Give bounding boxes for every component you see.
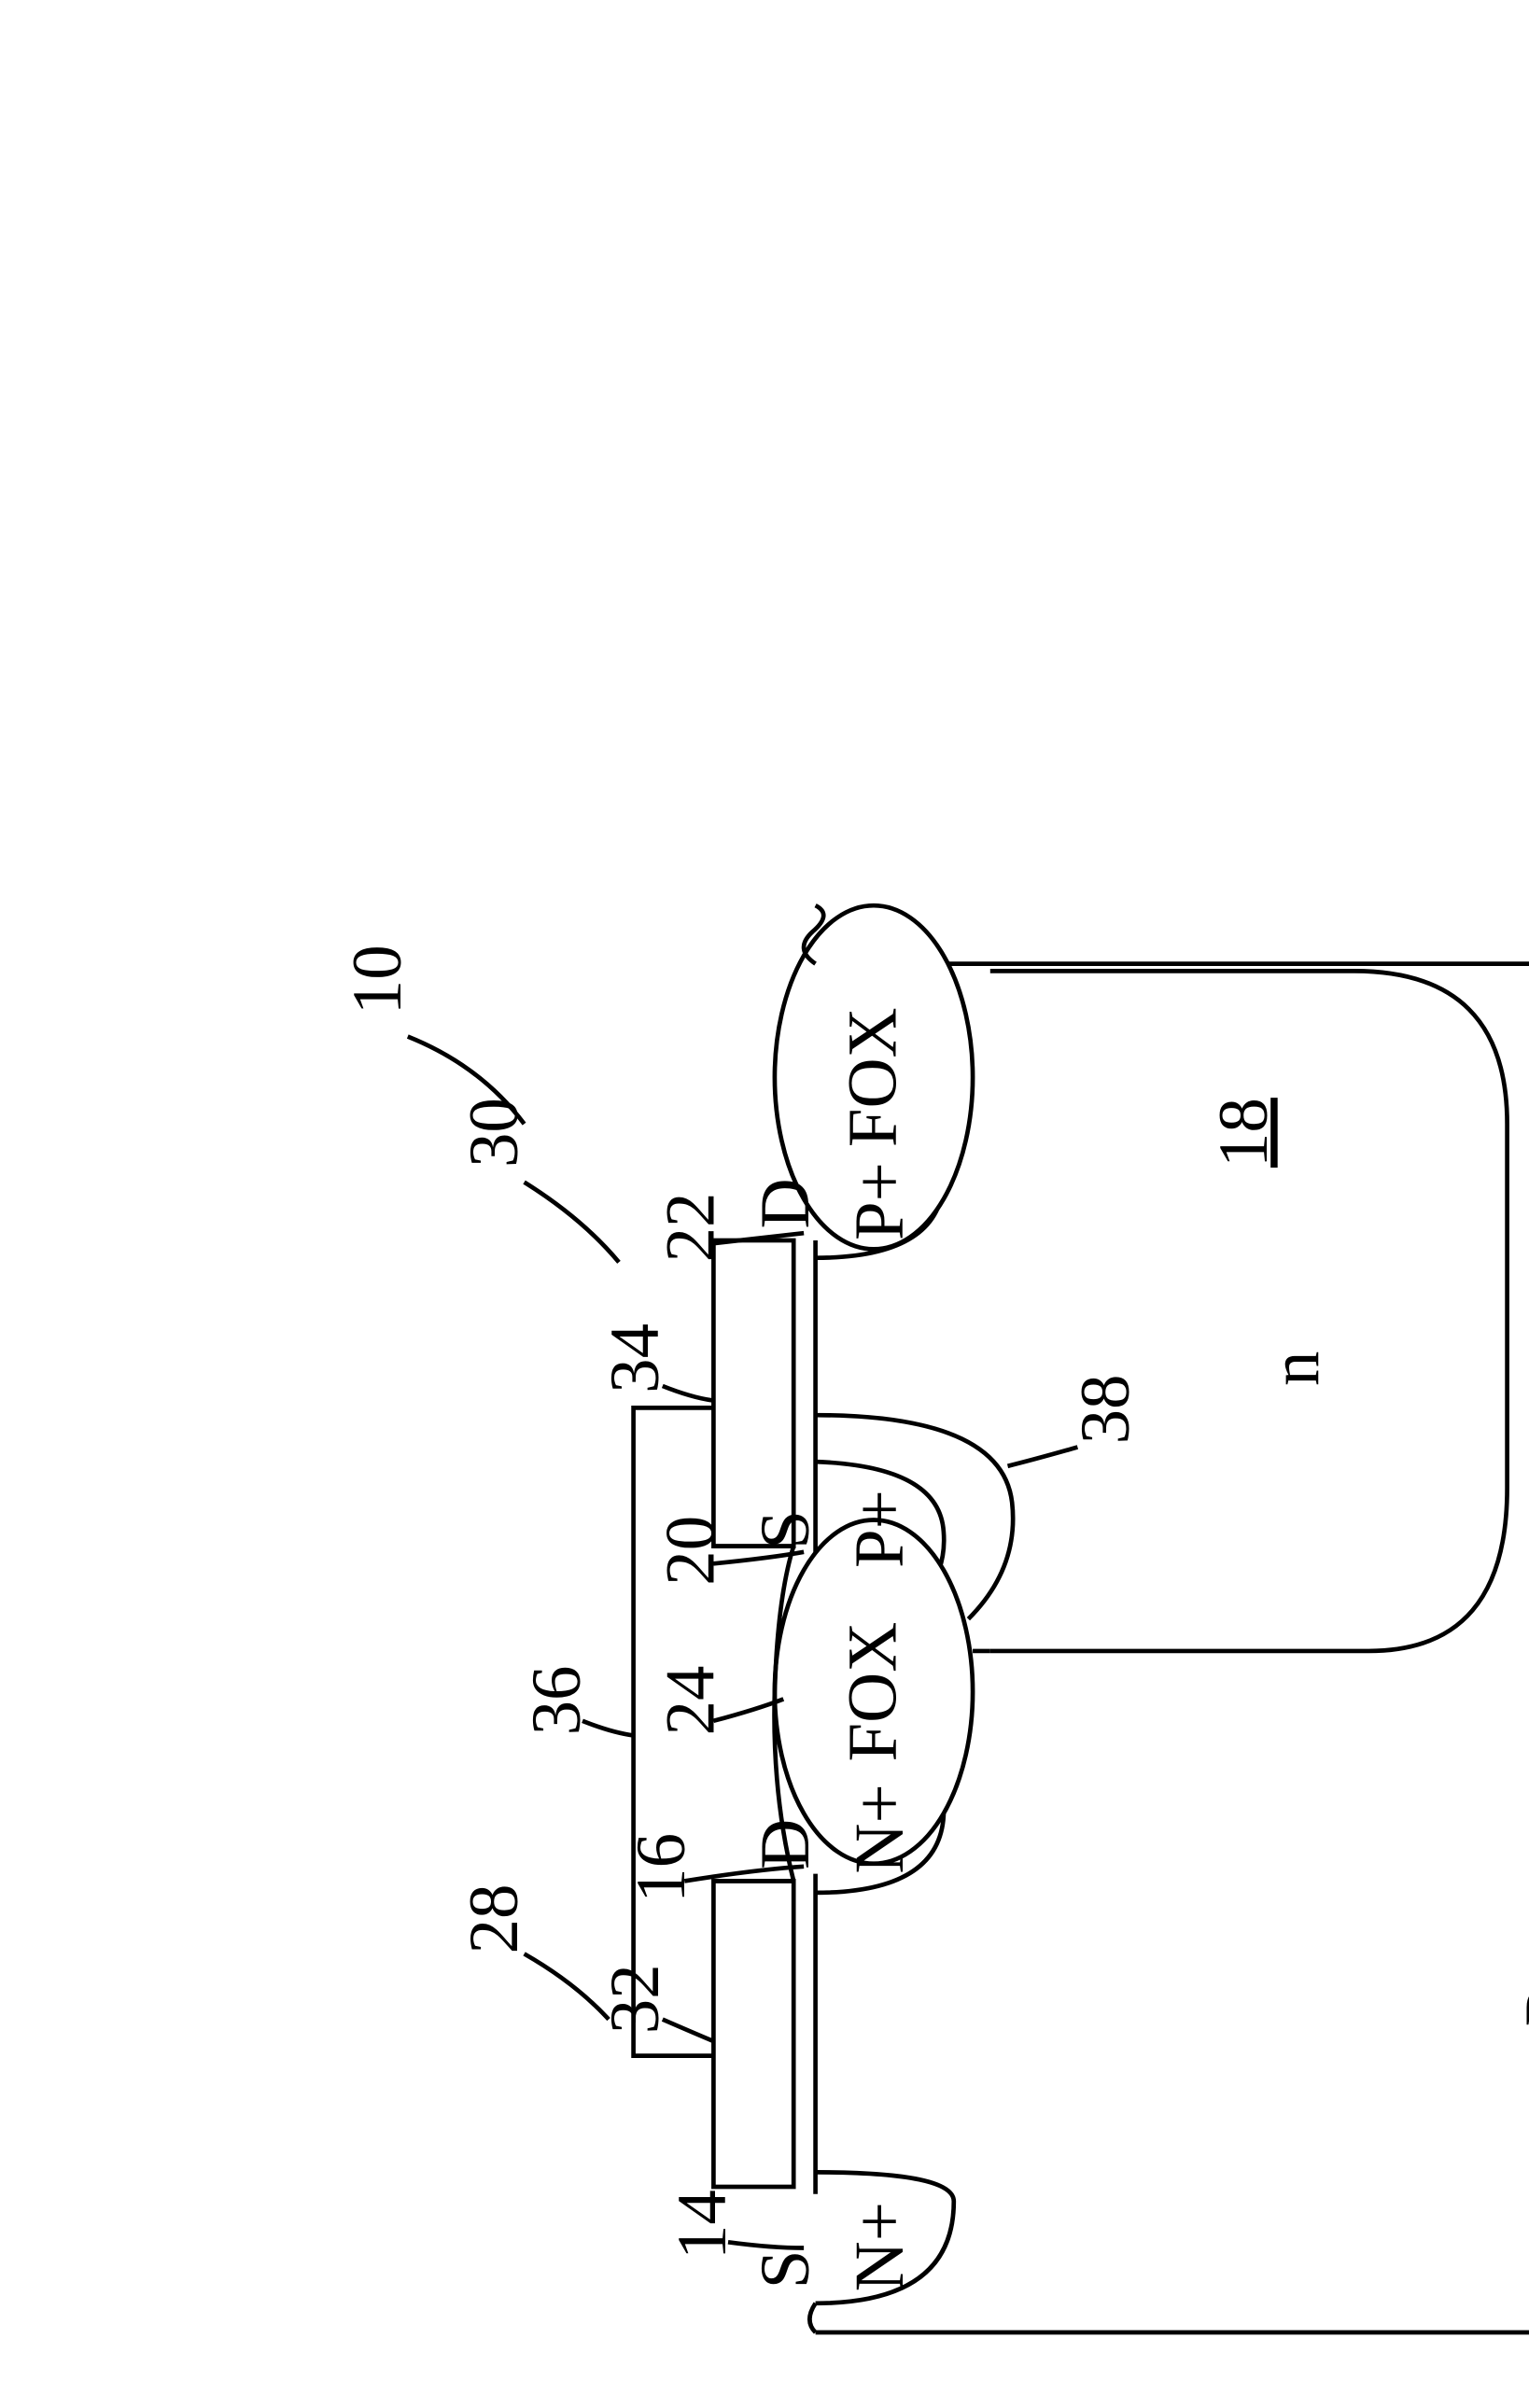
pmos-d: D (747, 1178, 824, 1228)
ref-34: 34 (596, 1323, 674, 1393)
ref-28: 28 (456, 1884, 533, 1954)
ref-24: 24 (652, 1666, 729, 1736)
gate-34 (713, 1240, 793, 1547)
ref-32: 32 (596, 1964, 674, 2034)
ref-10: 10 (339, 945, 416, 1015)
gate-32 (713, 1881, 793, 2187)
ref-38: 38 (1067, 1375, 1144, 1445)
ref-12: 12 (1519, 1724, 1529, 1794)
nmos-s: S (747, 2250, 824, 2289)
n-well (990, 971, 1508, 1651)
nmos-d: D (747, 1819, 824, 1869)
nplus-14: N+ (841, 2202, 919, 2291)
pmos-s: S (747, 1510, 824, 1549)
ref-18: 18 (1205, 1098, 1283, 1168)
pplus-20: P+ (841, 1490, 919, 1568)
ref-20: 20 (652, 1516, 729, 1586)
p-body-label: P (1511, 1988, 1529, 2027)
n-well-label: n (1256, 1351, 1334, 1386)
ref-16: 16 (623, 1833, 700, 1903)
fox-right-label: FOX (834, 1007, 911, 1147)
ref-14: 14 (664, 2190, 741, 2260)
pplus-22: P+ (841, 1162, 919, 1240)
ref-30: 30 (456, 1098, 533, 1168)
ref-36: 36 (518, 1666, 596, 1736)
diagram-svg: Fig. 1 Prior art FOX FOX P 12 n 18 10 28… (0, 0, 1529, 2408)
ref-22: 22 (652, 1193, 729, 1263)
fox-left-label: FOX (834, 1622, 911, 1762)
leaders (408, 1037, 1078, 2248)
nplus-16: N+ (841, 1784, 919, 1873)
